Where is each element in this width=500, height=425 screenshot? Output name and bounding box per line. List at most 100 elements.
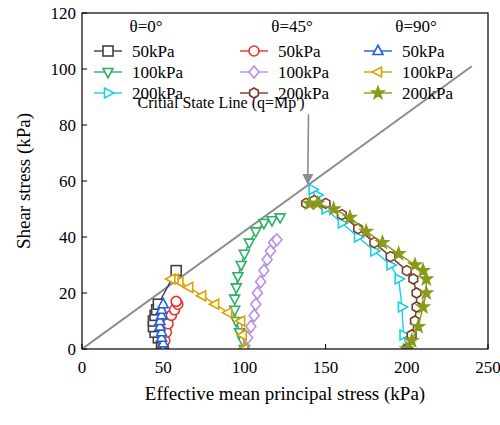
y-tick (82, 69, 87, 70)
critical-state-line (82, 66, 472, 349)
data-point (275, 214, 285, 223)
data-point (171, 266, 181, 276)
data-point (251, 298, 261, 310)
data-point (420, 287, 432, 298)
legend-group-title: θ=90° (395, 17, 437, 36)
series (302, 196, 421, 349)
data-point (233, 273, 243, 282)
series (166, 274, 248, 349)
y-tick-label: 60 (59, 172, 76, 191)
data-point (235, 316, 244, 326)
data-point (171, 296, 181, 306)
data-point (259, 220, 269, 229)
y-tick-label: 0 (68, 340, 77, 359)
data-point (412, 320, 424, 331)
legend-marker (103, 69, 113, 78)
x-tick-label: 100 (232, 358, 258, 377)
legend-marker (373, 45, 383, 54)
series (155, 298, 168, 349)
data-point (209, 299, 218, 309)
series (230, 214, 285, 349)
data-point (409, 274, 418, 284)
data-point (231, 284, 241, 293)
legend-label: 100kPa (278, 63, 329, 82)
data-point (246, 321, 256, 333)
data-point (251, 228, 261, 237)
data-point (272, 234, 282, 246)
legend-label: 50kPa (132, 42, 175, 61)
data-point (360, 225, 372, 236)
series-line (171, 279, 244, 349)
legend-label: 100kPa (402, 63, 453, 82)
y-tick (82, 293, 87, 294)
legend-label: 200kPa (402, 84, 453, 103)
data-point (303, 197, 315, 208)
y-tick-label: 40 (59, 228, 76, 247)
x-axis-label: Effective mean principal stress (kPa) (145, 383, 425, 405)
x-tick-label: 0 (78, 358, 87, 377)
plot-frame (82, 13, 488, 349)
data-point (239, 344, 248, 349)
legend-marker (249, 66, 259, 78)
data-point (249, 309, 259, 321)
y-tick-label: 80 (59, 116, 76, 135)
data-point (309, 184, 318, 194)
data-point (166, 274, 175, 284)
data-point (222, 308, 231, 318)
x-tick-label: 50 (155, 358, 172, 377)
data-point (328, 203, 340, 214)
data-point (402, 266, 411, 276)
y-tick (82, 125, 87, 126)
data-point (406, 334, 418, 345)
data-point (417, 301, 429, 312)
data-point (259, 265, 269, 277)
legend-marker (103, 46, 113, 56)
legend-group-title: θ=45° (271, 17, 313, 36)
y-axis-label: Shear stress (kPa) (13, 113, 35, 249)
legend-label: 200kPa (132, 84, 183, 103)
data-point (236, 262, 246, 271)
y-tick (82, 181, 87, 182)
data-point (239, 250, 249, 259)
legend-group-title: θ=0° (129, 17, 162, 36)
data-point (398, 302, 407, 312)
series (309, 184, 412, 349)
y-tick-label: 100 (51, 60, 77, 79)
data-point (377, 236, 389, 247)
data-point (196, 291, 205, 301)
data-point (230, 295, 240, 304)
data-point (244, 239, 254, 248)
data-point (267, 217, 277, 226)
legend-marker (250, 88, 259, 98)
data-point (395, 274, 404, 284)
legend-label: 200kPa (278, 84, 329, 103)
legend-marker (372, 87, 384, 98)
y-tick-label: 120 (51, 4, 77, 23)
legend-label: 50kPa (278, 42, 321, 61)
x-tick-label: 250 (475, 358, 500, 377)
data-point (237, 330, 246, 340)
data-point (412, 288, 421, 298)
chart: 0 50 100 150 200 250 0 20 40 60 80 100 120 Effective … (0, 0, 500, 425)
data-point (252, 287, 262, 299)
legend-marker (249, 46, 259, 56)
plot-area (82, 66, 472, 349)
y-tick-label: 20 (59, 284, 76, 303)
legend-label: 100kPa (132, 63, 183, 82)
series-line (306, 201, 416, 349)
series (303, 197, 432, 349)
series-line (313, 189, 407, 349)
x-tick-label: 200 (394, 358, 420, 377)
data-point (256, 276, 266, 288)
series-line (309, 203, 426, 349)
legend-label: 50kPa (402, 42, 445, 61)
data-point (158, 298, 168, 307)
x-tick-label: 150 (313, 358, 339, 377)
legend-marker (372, 67, 381, 77)
legend: θ=0° 50kPa 100kPa 200kPa θ=45° 50kPa 100kPa 200… (94, 17, 453, 103)
annotation-arrow (307, 114, 309, 184)
x-tick (325, 344, 326, 349)
data-point (409, 259, 421, 270)
data-point (344, 211, 356, 222)
data-point (183, 282, 192, 292)
